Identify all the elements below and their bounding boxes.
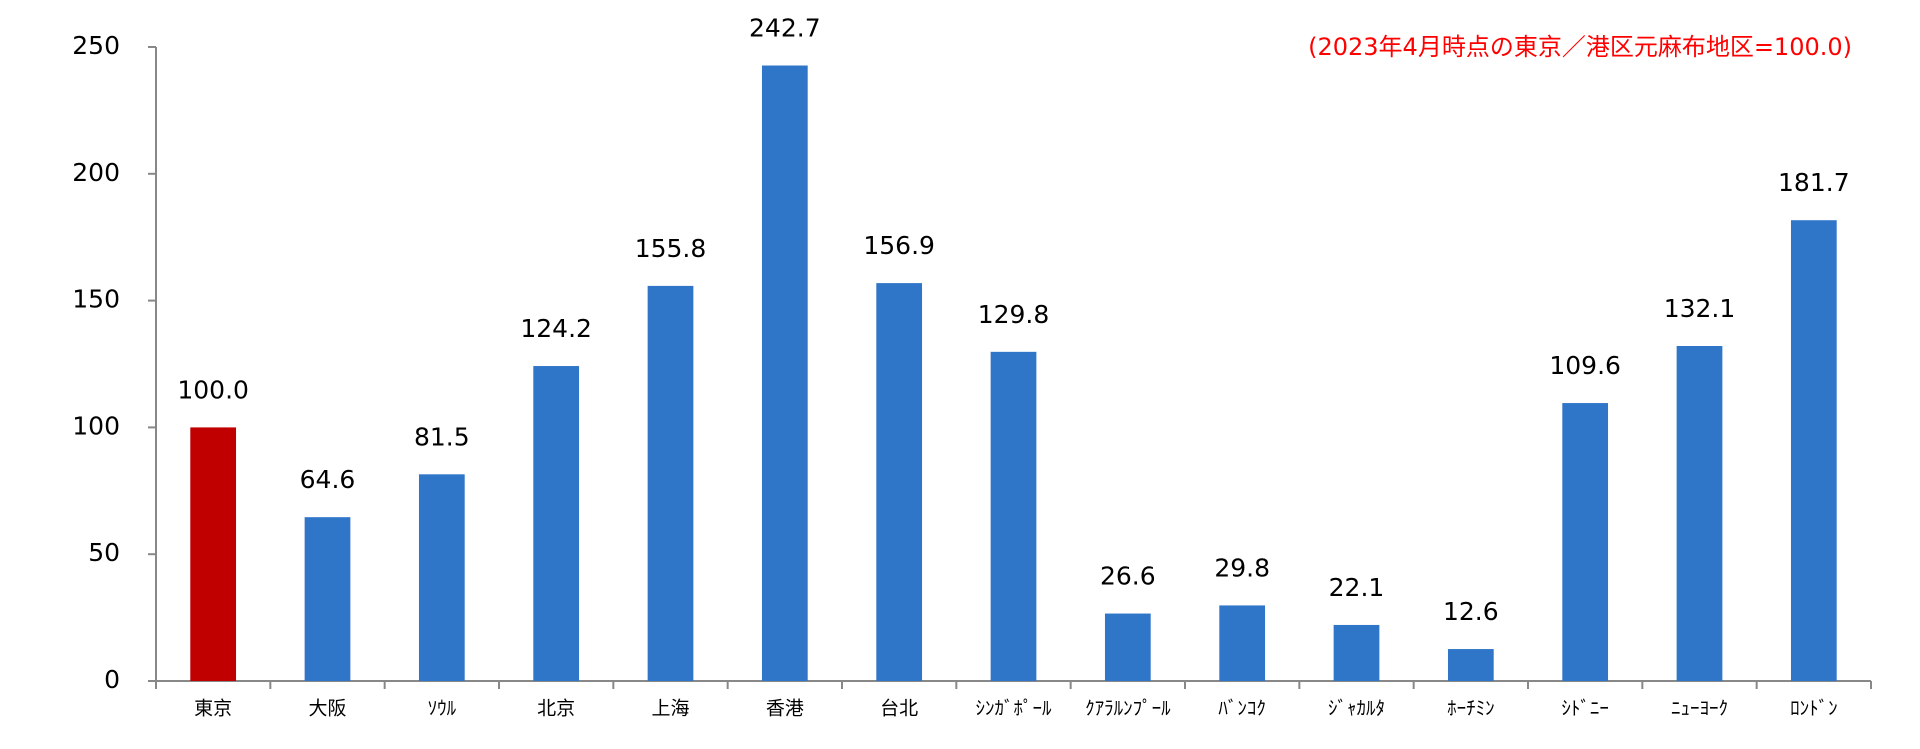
- y-tick-label: 250: [72, 31, 120, 60]
- x-tick-label: 香港: [766, 698, 804, 720]
- x-tick-label: 台北: [880, 698, 918, 720]
- bar: [1104, 613, 1151, 681]
- value-label: 181.7: [1778, 168, 1850, 197]
- x-tick-label: ｿｳﾙ: [428, 698, 457, 720]
- x-tick-label: 北京: [537, 698, 575, 720]
- x-tick-label: 上海: [651, 698, 689, 720]
- bar: [1790, 220, 1837, 681]
- bar: [304, 517, 351, 681]
- bar: [418, 474, 465, 681]
- x-tick-label: 大阪: [308, 698, 346, 720]
- value-label: 64.6: [300, 465, 356, 494]
- y-tick-label: 200: [72, 158, 120, 187]
- value-label: 155.8: [635, 234, 707, 263]
- value-label: 129.8: [978, 300, 1050, 329]
- value-label: 29.8: [1214, 553, 1270, 582]
- annotation: (2023年4月時点の東京／港区元麻布地区=100.0): [1308, 33, 1852, 61]
- bar: [1676, 345, 1723, 681]
- bar: [533, 366, 580, 681]
- y-tick-label: 50: [88, 538, 120, 567]
- bar: [1219, 605, 1266, 681]
- x-tick-label: ｼﾞｬｶﾙﾀ: [1328, 698, 1385, 720]
- x-tick-label: ﾆｭｰﾖｰｸ: [1671, 698, 1728, 720]
- y-tick-label: 100: [72, 411, 120, 440]
- y-tick-label: 0: [104, 665, 120, 694]
- bar: [761, 65, 808, 681]
- x-tick-label: ﾊﾞﾝｺｸ: [1218, 698, 1266, 720]
- x-tick-label: ｼﾄﾞﾆｰ: [1561, 698, 1609, 720]
- value-label: 156.9: [863, 231, 935, 260]
- bar: [190, 427, 237, 681]
- x-tick-label: ｸｱﾗﾙﾝﾌﾟｰﾙ: [1085, 698, 1171, 720]
- value-label: 22.1: [1329, 573, 1385, 602]
- value-label: 81.5: [414, 422, 470, 451]
- value-label: 132.1: [1664, 294, 1736, 323]
- x-tick-label: ｼﾝｶﾞﾎﾟｰﾙ: [975, 698, 1052, 720]
- value-label: 12.6: [1443, 597, 1499, 626]
- x-tick-label: 東京: [194, 698, 232, 720]
- bar: [647, 285, 694, 681]
- bar: [1333, 624, 1380, 681]
- bar: [990, 351, 1037, 681]
- x-tick-label: ﾎｰﾁﾐﾝ: [1447, 698, 1495, 720]
- value-label: 26.6: [1100, 562, 1156, 591]
- value-label: 109.6: [1549, 351, 1621, 380]
- value-label: 124.2: [520, 314, 592, 343]
- y-tick-label: 150: [72, 285, 120, 314]
- x-tick-label: ﾛﾝﾄﾞﾝ: [1790, 698, 1838, 720]
- value-label: 242.7: [749, 14, 821, 43]
- bar: [876, 283, 923, 681]
- bar: [1562, 403, 1609, 681]
- bar: [1447, 649, 1494, 681]
- value-label: 100.0: [177, 375, 249, 404]
